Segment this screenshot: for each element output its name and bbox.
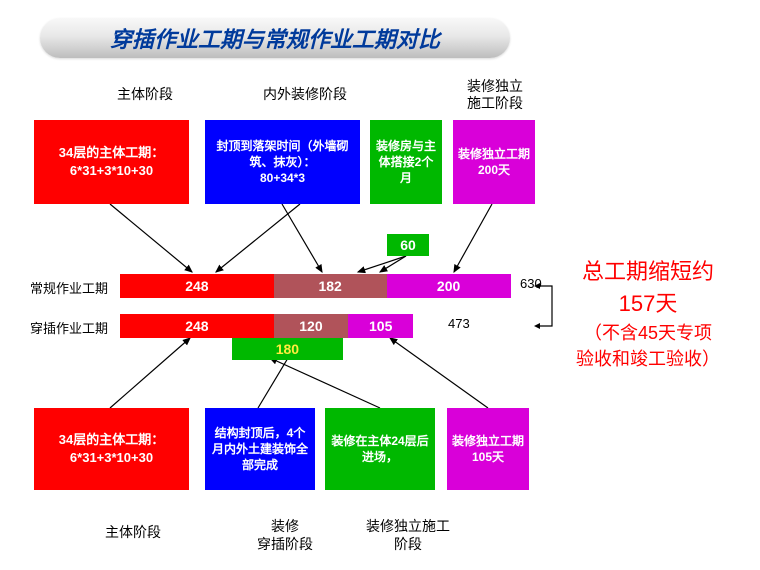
top-callout-3: 装修独立工期200天 — [453, 120, 535, 204]
overlap-bar-0: 180 — [232, 338, 344, 360]
phase-label-bottom-1: 装修穿插阶段 — [240, 518, 330, 553]
summary-line-1: 157天 — [548, 288, 748, 320]
bottom-callout-1: 结构封顶后，4个月内外土建装饰全部完成 — [205, 408, 315, 490]
bottom-callout-0: 34层的主体工期：6*31+3*10+30 — [34, 408, 189, 490]
title-bar: 穿插作业工期与常规作业工期对比 — [40, 18, 510, 58]
phase-label-top-2: 装修独立施工阶段 — [450, 78, 540, 112]
phase-label-bottom-0: 主体阶段 — [88, 524, 178, 542]
bottom-callout-3: 装修独立工期105天 — [447, 408, 529, 490]
bar-seg-1-2: 105 — [348, 314, 413, 338]
row-label-1: 穿插作业工期 — [30, 318, 108, 337]
title-text: 穿插作业工期与常规作业工期对比 — [110, 22, 440, 54]
overlap-badge-60: 60 — [387, 234, 429, 256]
summary-line-3: 验收和竣工验收） — [548, 346, 748, 372]
phase-label-bottom-2: 装修独立施工阶段 — [348, 518, 468, 553]
bar-total-0: 630 — [520, 276, 542, 291]
top-callout-1: 封顶到落架时间（外墙砌筑、抹灰）：80+34*3 — [205, 120, 360, 204]
bar-seg-1-0: 248 — [120, 314, 274, 338]
top-callout-2: 装修房与主体搭接2个月 — [370, 120, 442, 204]
bar-seg-0-2: 200 — [387, 274, 511, 298]
phase-label-top-0: 主体阶段 — [105, 86, 185, 103]
top-callout-0: 34层的主体工期：6*31+3*10+30 — [34, 120, 189, 204]
bar-seg-0-0: 248 — [120, 274, 274, 298]
bar-seg-0-1: 182 — [274, 274, 387, 298]
summary-text: 总工期缩短约157天（不含45天专项验收和竣工验收） — [548, 256, 748, 372]
bar-row-0: 248182200 — [120, 274, 511, 298]
phase-label-top-1: 内外装修阶段 — [250, 86, 360, 103]
bar-row-1: 248120105 — [120, 314, 413, 338]
summary-line-0: 总工期缩短约 — [548, 256, 748, 288]
bar-seg-1-1: 120 — [274, 314, 348, 338]
bottom-callout-2: 装修在主体24层后进场， — [325, 408, 435, 490]
row-label-0: 常规作业工期 — [30, 278, 108, 297]
bar-total-1: 473 — [448, 316, 470, 331]
summary-line-2: （不含45天专项 — [548, 320, 748, 346]
